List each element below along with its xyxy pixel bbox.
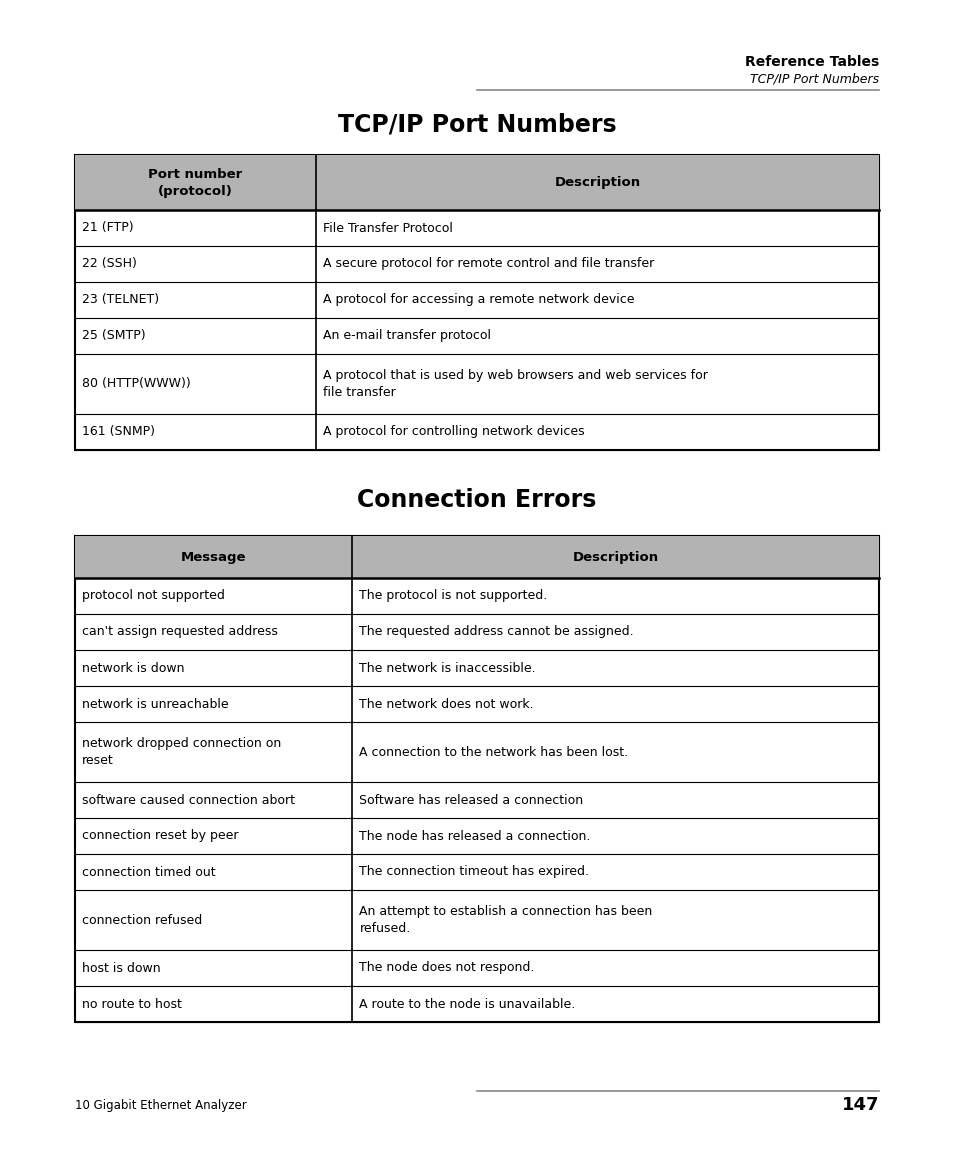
- Text: network dropped connection on
reset: network dropped connection on reset: [82, 737, 281, 767]
- Text: network is down: network is down: [82, 662, 184, 675]
- Text: The network does not work.: The network does not work.: [359, 698, 534, 710]
- Text: 21 (FTP): 21 (FTP): [82, 221, 133, 234]
- Text: Connection Errors: Connection Errors: [357, 488, 596, 512]
- Text: The node has released a connection.: The node has released a connection.: [359, 830, 590, 843]
- Text: The network is inaccessible.: The network is inaccessible.: [359, 662, 536, 675]
- Text: The connection timeout has expired.: The connection timeout has expired.: [359, 866, 589, 879]
- Text: network is unreachable: network is unreachable: [82, 698, 229, 710]
- Text: A protocol for accessing a remote network device: A protocol for accessing a remote networ…: [323, 293, 634, 306]
- Bar: [75, 155, 878, 450]
- Text: Port number
(protocol): Port number (protocol): [149, 168, 242, 197]
- Text: connection timed out: connection timed out: [82, 866, 215, 879]
- Text: The requested address cannot be assigned.: The requested address cannot be assigned…: [359, 626, 634, 639]
- Text: Description: Description: [554, 176, 640, 189]
- Text: 10 Gigabit Ethernet Analyzer: 10 Gigabit Ethernet Analyzer: [75, 1099, 247, 1111]
- Text: Software has released a connection: Software has released a connection: [359, 794, 583, 807]
- Bar: [75, 155, 878, 210]
- Text: A route to the node is unavailable.: A route to the node is unavailable.: [359, 998, 575, 1011]
- Text: The protocol is not supported.: The protocol is not supported.: [359, 590, 547, 603]
- Bar: [75, 535, 878, 1022]
- Text: Description: Description: [572, 551, 659, 563]
- Text: A connection to the network has been lost.: A connection to the network has been los…: [359, 745, 628, 758]
- Text: connection refused: connection refused: [82, 913, 202, 926]
- Text: A protocol for controlling network devices: A protocol for controlling network devic…: [323, 425, 584, 438]
- Text: An attempt to establish a connection has been
refused.: An attempt to establish a connection has…: [359, 905, 652, 935]
- Text: 22 (SSH): 22 (SSH): [82, 257, 136, 270]
- Text: no route to host: no route to host: [82, 998, 182, 1011]
- Text: An e-mail transfer protocol: An e-mail transfer protocol: [323, 329, 491, 343]
- Text: software caused connection abort: software caused connection abort: [82, 794, 294, 807]
- Bar: [75, 535, 878, 578]
- Text: TCP/IP Port Numbers: TCP/IP Port Numbers: [749, 72, 878, 85]
- Text: connection reset by peer: connection reset by peer: [82, 830, 238, 843]
- Text: The node does not respond.: The node does not respond.: [359, 962, 535, 975]
- Text: protocol not supported: protocol not supported: [82, 590, 225, 603]
- Text: 161 (SNMP): 161 (SNMP): [82, 425, 154, 438]
- Text: 25 (SMTP): 25 (SMTP): [82, 329, 146, 343]
- Text: A secure protocol for remote control and file transfer: A secure protocol for remote control and…: [323, 257, 654, 270]
- Text: TCP/IP Port Numbers: TCP/IP Port Numbers: [337, 112, 616, 136]
- Text: 147: 147: [841, 1096, 878, 1114]
- Text: A protocol that is used by web browsers and web services for
file transfer: A protocol that is used by web browsers …: [323, 370, 707, 399]
- Text: host is down: host is down: [82, 962, 160, 975]
- Text: File Transfer Protocol: File Transfer Protocol: [323, 221, 453, 234]
- Text: 80 (HTTP(WWW)): 80 (HTTP(WWW)): [82, 378, 191, 391]
- Text: Reference Tables: Reference Tables: [744, 54, 878, 70]
- Text: Message: Message: [181, 551, 246, 563]
- Text: can't assign requested address: can't assign requested address: [82, 626, 277, 639]
- Text: 23 (TELNET): 23 (TELNET): [82, 293, 159, 306]
